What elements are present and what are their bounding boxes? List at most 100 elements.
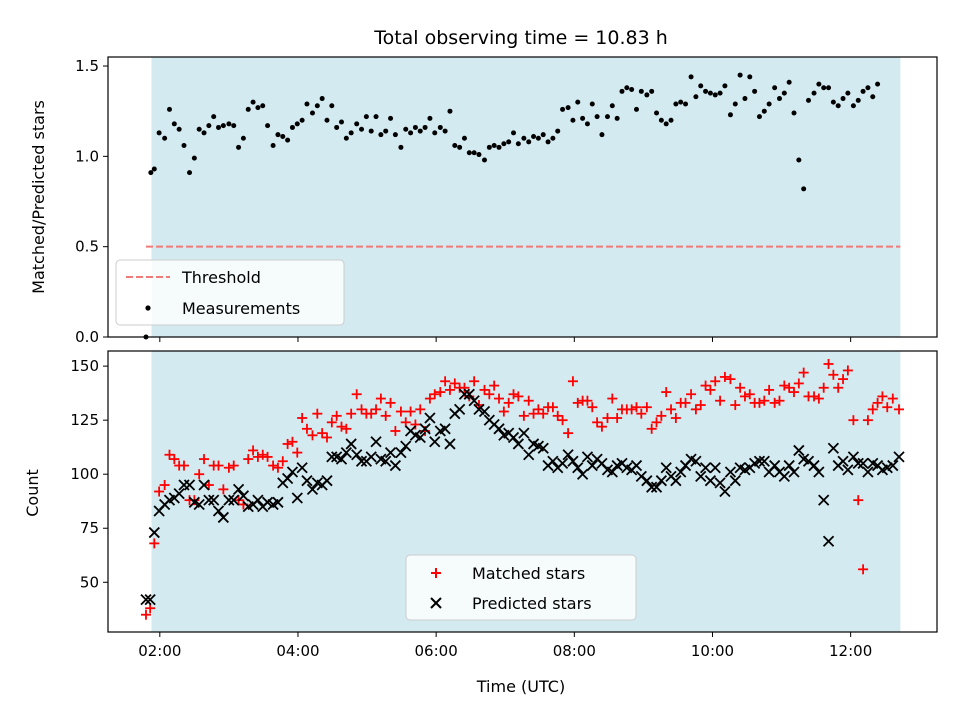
- predicted-point: [429, 436, 441, 448]
- predicted-point: [384, 446, 397, 459]
- measurement-point: [526, 139, 532, 145]
- matched-point: [887, 393, 898, 404]
- bot-xtick-label-1: 04:00: [276, 642, 319, 660]
- matched-point: [877, 391, 888, 402]
- measurement-point: [403, 126, 409, 132]
- matched-point: [469, 376, 480, 387]
- matched-point: [479, 384, 490, 395]
- matched-point: [813, 393, 824, 404]
- measurement-point: [151, 166, 157, 172]
- predicted-point: [281, 472, 294, 485]
- measurement-point: [196, 126, 202, 132]
- measurement-point: [245, 106, 251, 112]
- predicted-point: [857, 457, 869, 470]
- matched-point: [424, 393, 435, 404]
- predicted-point: [660, 462, 672, 474]
- measurement-point: [742, 96, 748, 102]
- matched-point: [823, 358, 834, 369]
- bottom-legend-box: [405, 554, 637, 621]
- measurement-point: [339, 119, 345, 125]
- matched-point: [429, 389, 440, 400]
- measurement-point: [688, 74, 694, 80]
- matched-point: [346, 408, 357, 419]
- measurement-point: [860, 88, 866, 94]
- matched-point: [297, 413, 308, 424]
- measurement-point: [644, 92, 650, 98]
- measurement-point: [835, 103, 841, 109]
- predicted-point: [183, 479, 196, 491]
- predicted-point: [670, 475, 682, 487]
- predicted-point: [837, 455, 849, 467]
- predicted-point: [493, 423, 505, 435]
- measurement-point: [649, 88, 655, 94]
- measurement-point: [776, 96, 782, 102]
- matched-point: [646, 423, 657, 434]
- measurement-point: [707, 90, 713, 96]
- measurement-point: [772, 85, 778, 91]
- measurement-point: [427, 115, 433, 121]
- measurement-point: [437, 124, 443, 130]
- measurement-point: [211, 114, 217, 120]
- matched-point: [203, 480, 214, 491]
- matched-point: [533, 404, 544, 415]
- predicted-point: [842, 464, 854, 476]
- predicted-point: [444, 438, 456, 450]
- predicted-point: [675, 466, 687, 478]
- matched-point: [262, 451, 273, 462]
- matched-point: [894, 404, 905, 415]
- matched-point: [528, 408, 539, 419]
- matched-point: [719, 371, 730, 382]
- measurement-point: [786, 79, 792, 85]
- matched-point: [552, 410, 563, 421]
- top-panel: Total observing time = 10.83 h 0.0 0.5 1.0…: [29, 27, 938, 346]
- measurement-point: [491, 143, 497, 149]
- predicted-point: [822, 535, 835, 547]
- measurement-point: [398, 144, 404, 150]
- measurement-point: [334, 124, 340, 130]
- measurement-point: [712, 92, 718, 98]
- measurement-point: [216, 124, 222, 130]
- matched-point: [494, 393, 505, 404]
- predicted-point: [272, 496, 284, 508]
- matched-point: [809, 391, 820, 402]
- predicted-point: [769, 459, 781, 472]
- measurement-point: [156, 130, 162, 136]
- matched-point: [243, 454, 254, 465]
- measurement-point: [476, 152, 482, 158]
- predicted-point: [223, 494, 235, 506]
- measurement-point: [560, 106, 566, 112]
- predicted-point: [655, 475, 667, 487]
- measurement-point: [683, 101, 689, 107]
- measurement-point: [761, 108, 767, 114]
- predicted-point: [581, 451, 594, 463]
- predicted-point: [788, 466, 800, 478]
- bot-xtick-label-4: 10:00: [691, 642, 734, 660]
- measurement-point: [466, 150, 472, 156]
- predicted-point: [439, 423, 451, 435]
- measurement-point: [722, 83, 728, 89]
- predicted-point: [217, 511, 230, 524]
- measurement-point: [319, 96, 325, 102]
- measurement-point: [408, 130, 414, 136]
- measurement-point: [531, 133, 537, 139]
- bot-xtick-label-3: 08:00: [553, 642, 596, 660]
- series-matched-stars: [140, 358, 905, 620]
- matched-point: [523, 395, 534, 406]
- measurement-point: [521, 135, 527, 141]
- measurement-point: [756, 114, 762, 120]
- predicted-point: [724, 466, 737, 478]
- matched-point: [828, 369, 839, 380]
- predicted-point: [818, 494, 830, 506]
- measurement-point: [422, 124, 428, 130]
- measurement-point: [806, 97, 812, 103]
- matched-point: [513, 391, 524, 402]
- predicted-point: [567, 455, 579, 467]
- measurement-point: [624, 85, 630, 91]
- matched-point: [223, 462, 234, 473]
- matched-point: [489, 380, 500, 391]
- measurement-point: [187, 170, 193, 176]
- predicted-point: [212, 505, 225, 517]
- matched-point: [178, 460, 189, 471]
- measurement-point: [496, 144, 502, 150]
- matched-point: [194, 469, 205, 480]
